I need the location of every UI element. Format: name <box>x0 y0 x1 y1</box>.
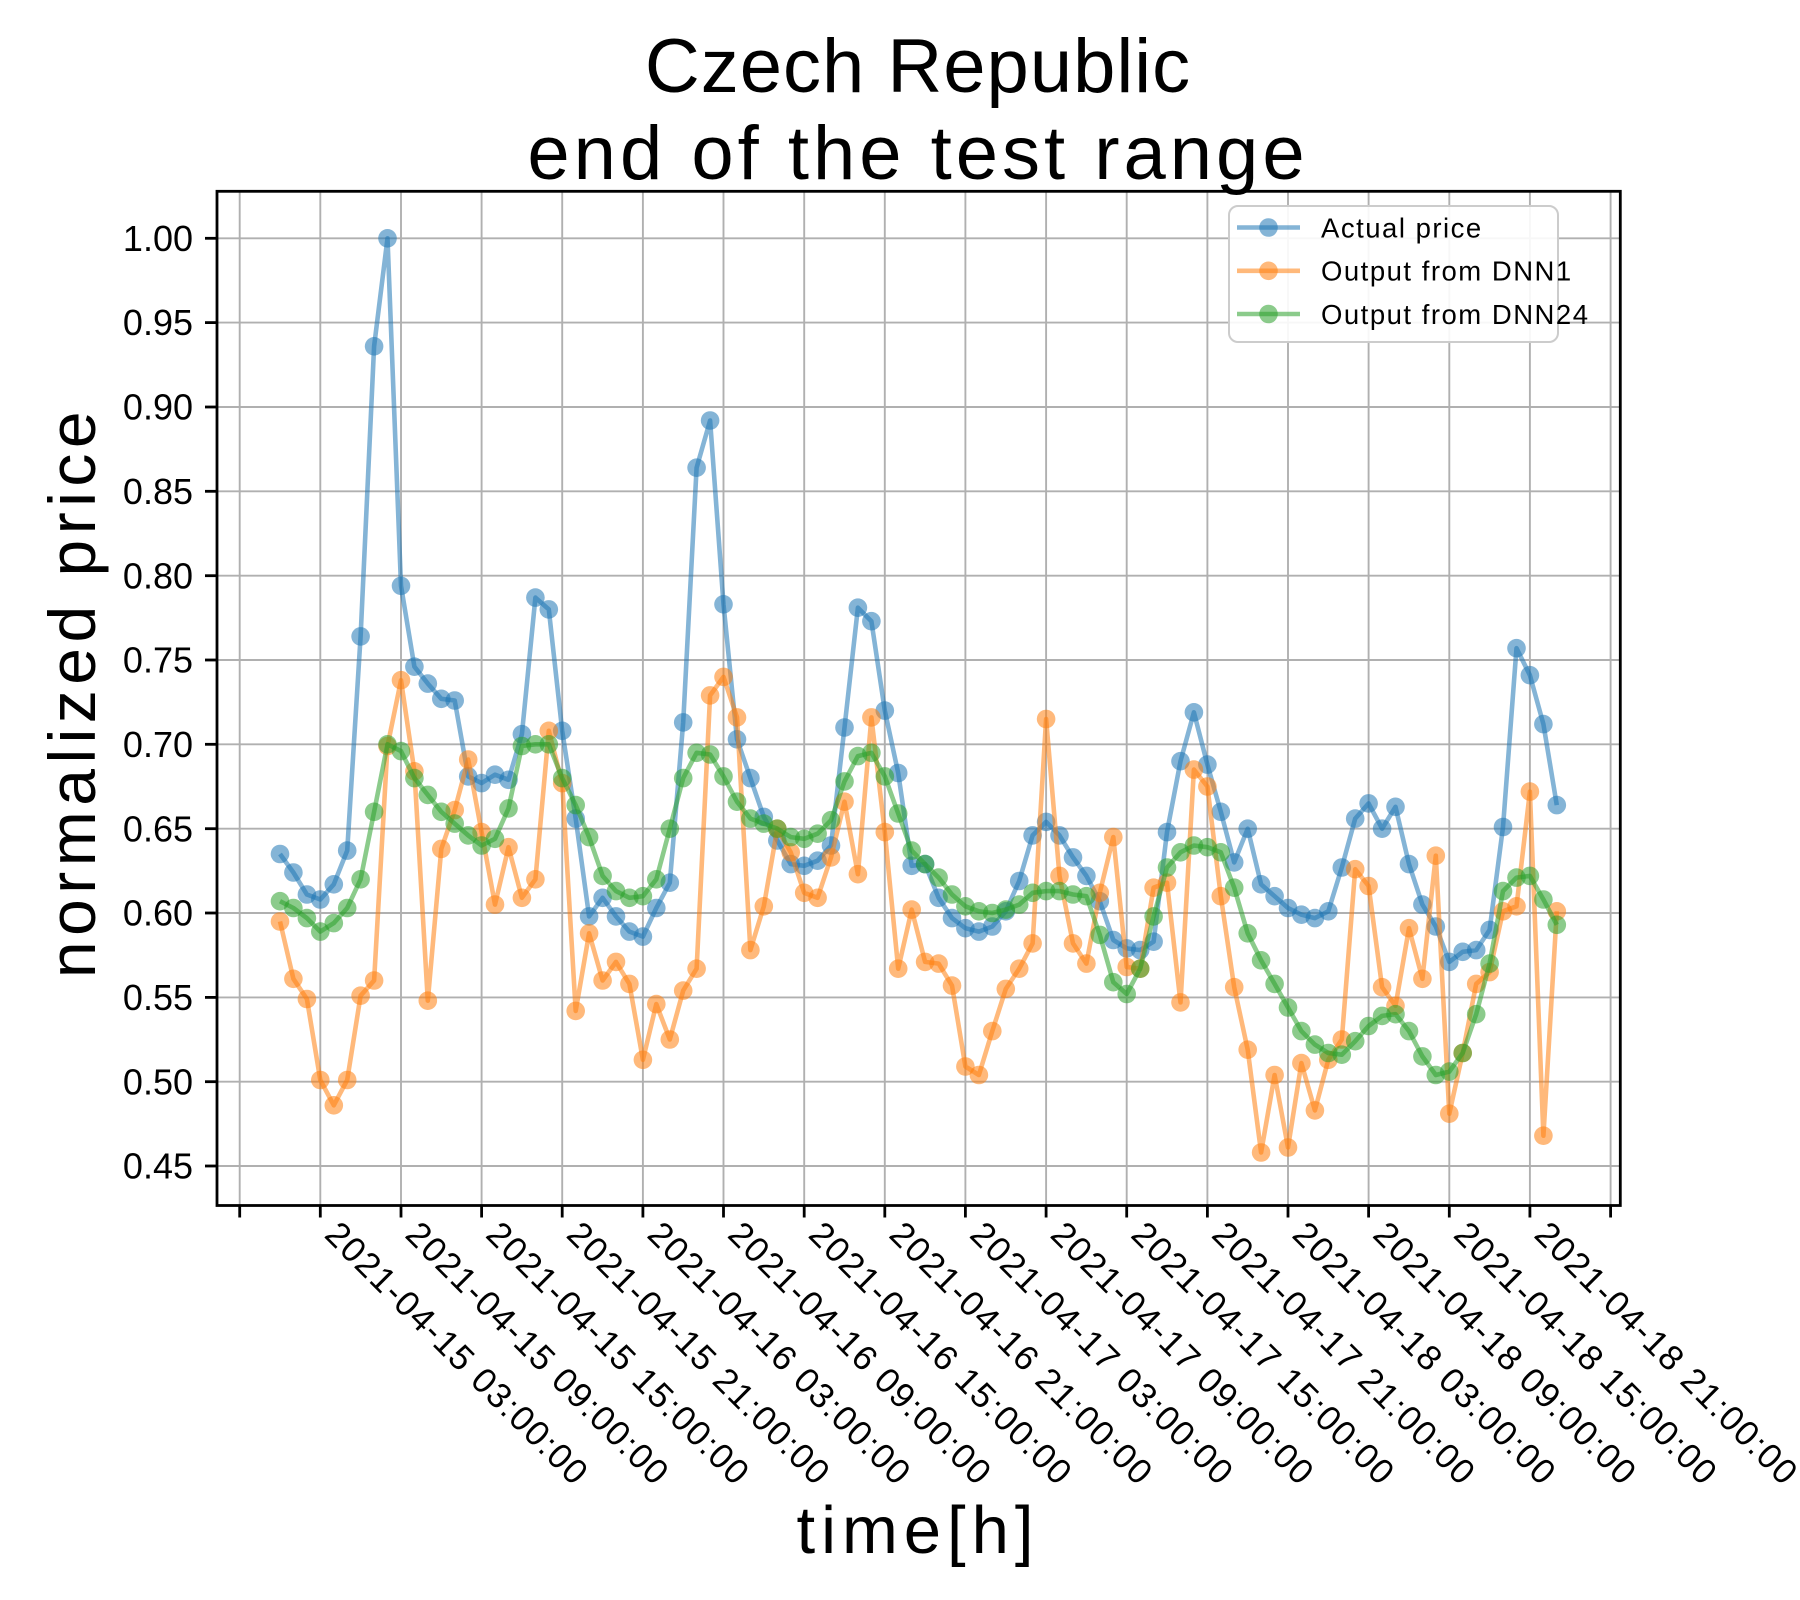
svg-text:Czech Republic: Czech Republic <box>645 24 1191 109</box>
svg-text:0.55: 0.55 <box>123 977 193 1018</box>
svg-text:0.90: 0.90 <box>123 387 193 428</box>
svg-text:1.00: 1.00 <box>123 218 193 259</box>
svg-text:Output from DNN1: Output from DNN1 <box>1321 256 1573 287</box>
svg-text:0.65: 0.65 <box>123 808 193 849</box>
svg-text:end of the test range: end of the test range <box>527 111 1308 196</box>
svg-text:0.70: 0.70 <box>123 724 193 765</box>
svg-text:0.45: 0.45 <box>123 1146 193 1187</box>
svg-text:normalized price: normalized price <box>35 406 109 978</box>
svg-text:0.85: 0.85 <box>123 471 193 512</box>
svg-text:0.60: 0.60 <box>123 893 193 934</box>
svg-text:Actual price: Actual price <box>1321 212 1483 243</box>
svg-text:time[h]: time[h] <box>796 1493 1039 1568</box>
svg-text:Output from DNN24: Output from DNN24 <box>1321 299 1590 330</box>
svg-text:0.50: 0.50 <box>123 1061 193 1102</box>
svg-text:0.95: 0.95 <box>123 302 193 343</box>
svg-text:0.75: 0.75 <box>123 640 193 681</box>
svg-text:0.80: 0.80 <box>123 555 193 596</box>
